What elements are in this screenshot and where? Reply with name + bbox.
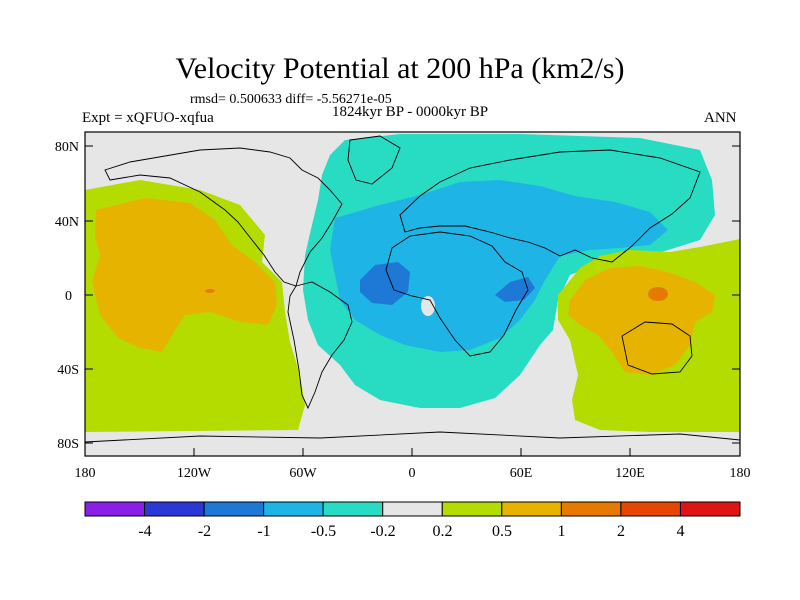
lat-label-40s: 40S bbox=[57, 363, 79, 378]
colorbar-label-7: 0.5 bbox=[492, 523, 512, 540]
period-label: 1824kyr BP - 0000kyr BP bbox=[331, 104, 489, 120]
colorbar-swatch bbox=[620, 501, 681, 517]
pacific-local-max bbox=[205, 289, 215, 293]
central-cyan-field bbox=[330, 180, 668, 352]
colorbar-label-5: -0.2 bbox=[370, 523, 395, 540]
stats-subtitle: rmsd= 0.500633 diff= -5.56271e-05 bbox=[190, 92, 392, 107]
lon-label-60e: 60E bbox=[510, 466, 533, 481]
africa-coast bbox=[385, 231, 529, 357]
coastlines bbox=[85, 135, 740, 443]
gulf-of-guinea-hole bbox=[421, 296, 435, 316]
colorbar-label-10: 4 bbox=[677, 523, 685, 540]
axis-ticks bbox=[84, 145, 741, 456]
colorbar-swatch bbox=[84, 501, 146, 517]
colorbar-label-1: -4 bbox=[138, 523, 151, 540]
antarctica-coast bbox=[85, 431, 740, 443]
colorbar-label-8: 1 bbox=[558, 523, 566, 540]
colorbar-swatch bbox=[144, 501, 205, 517]
colorbar-swatch bbox=[382, 501, 443, 517]
lat-label-80n: 80N bbox=[55, 140, 79, 155]
colorbar-label-3: -1 bbox=[257, 523, 270, 540]
lon-label-120e: 120E bbox=[615, 466, 645, 481]
lon-label-120w: 120W bbox=[177, 466, 212, 481]
colorbar-label-2: -2 bbox=[198, 523, 211, 540]
lat-labels: 80N 40N 0 40S 80S bbox=[55, 140, 79, 452]
pacific-orange-field bbox=[92, 198, 277, 352]
colorbar-swatch bbox=[441, 501, 503, 517]
colorbar-swatch bbox=[501, 501, 562, 517]
south-america-coast bbox=[287, 281, 353, 410]
australia-coast bbox=[621, 321, 693, 375]
north-america-coast bbox=[104, 147, 343, 287]
lon-label-180e: 180 bbox=[730, 466, 751, 481]
lon-label-180w: 180 bbox=[75, 466, 96, 481]
colorbar-label-4: -0.5 bbox=[311, 523, 336, 540]
africa-west-min bbox=[360, 262, 410, 305]
colorbar-labels: -4 -2 -1 -0.5 -0.2 0.2 0.5 1 2 4 bbox=[138, 523, 684, 540]
map-plot bbox=[85, 132, 740, 456]
lon-label-0: 0 bbox=[409, 466, 416, 481]
colorbar-label-6: 0.2 bbox=[433, 523, 453, 540]
colorbar-swatch bbox=[263, 501, 324, 517]
colorbar-swatch bbox=[679, 501, 741, 517]
eurasia-coast bbox=[399, 149, 701, 263]
greenland-coast bbox=[347, 135, 401, 185]
lat-label-80s: 80S bbox=[57, 437, 79, 452]
colorbar-label-9: 2 bbox=[617, 523, 625, 540]
colorbar-swatch bbox=[322, 501, 384, 517]
colorbar bbox=[84, 501, 741, 517]
season-label: ANN bbox=[704, 110, 737, 126]
lat-label-0: 0 bbox=[65, 289, 72, 304]
lon-labels: 180 120W 60W 0 60E 120E 180 bbox=[75, 466, 751, 481]
indo-pacific-local-max bbox=[648, 287, 668, 301]
experiment-label: Expt = xQFUO-xqfua bbox=[82, 110, 214, 126]
lat-label-40n: 40N bbox=[55, 215, 79, 230]
colorbar-swatch bbox=[203, 501, 265, 517]
lon-label-60w: 60W bbox=[289, 466, 317, 481]
chart-title: Velocity Potential at 200 hPa (km2/s) bbox=[175, 52, 625, 85]
indo-pacific-orange-field bbox=[568, 266, 715, 375]
colorbar-swatch bbox=[560, 501, 622, 517]
